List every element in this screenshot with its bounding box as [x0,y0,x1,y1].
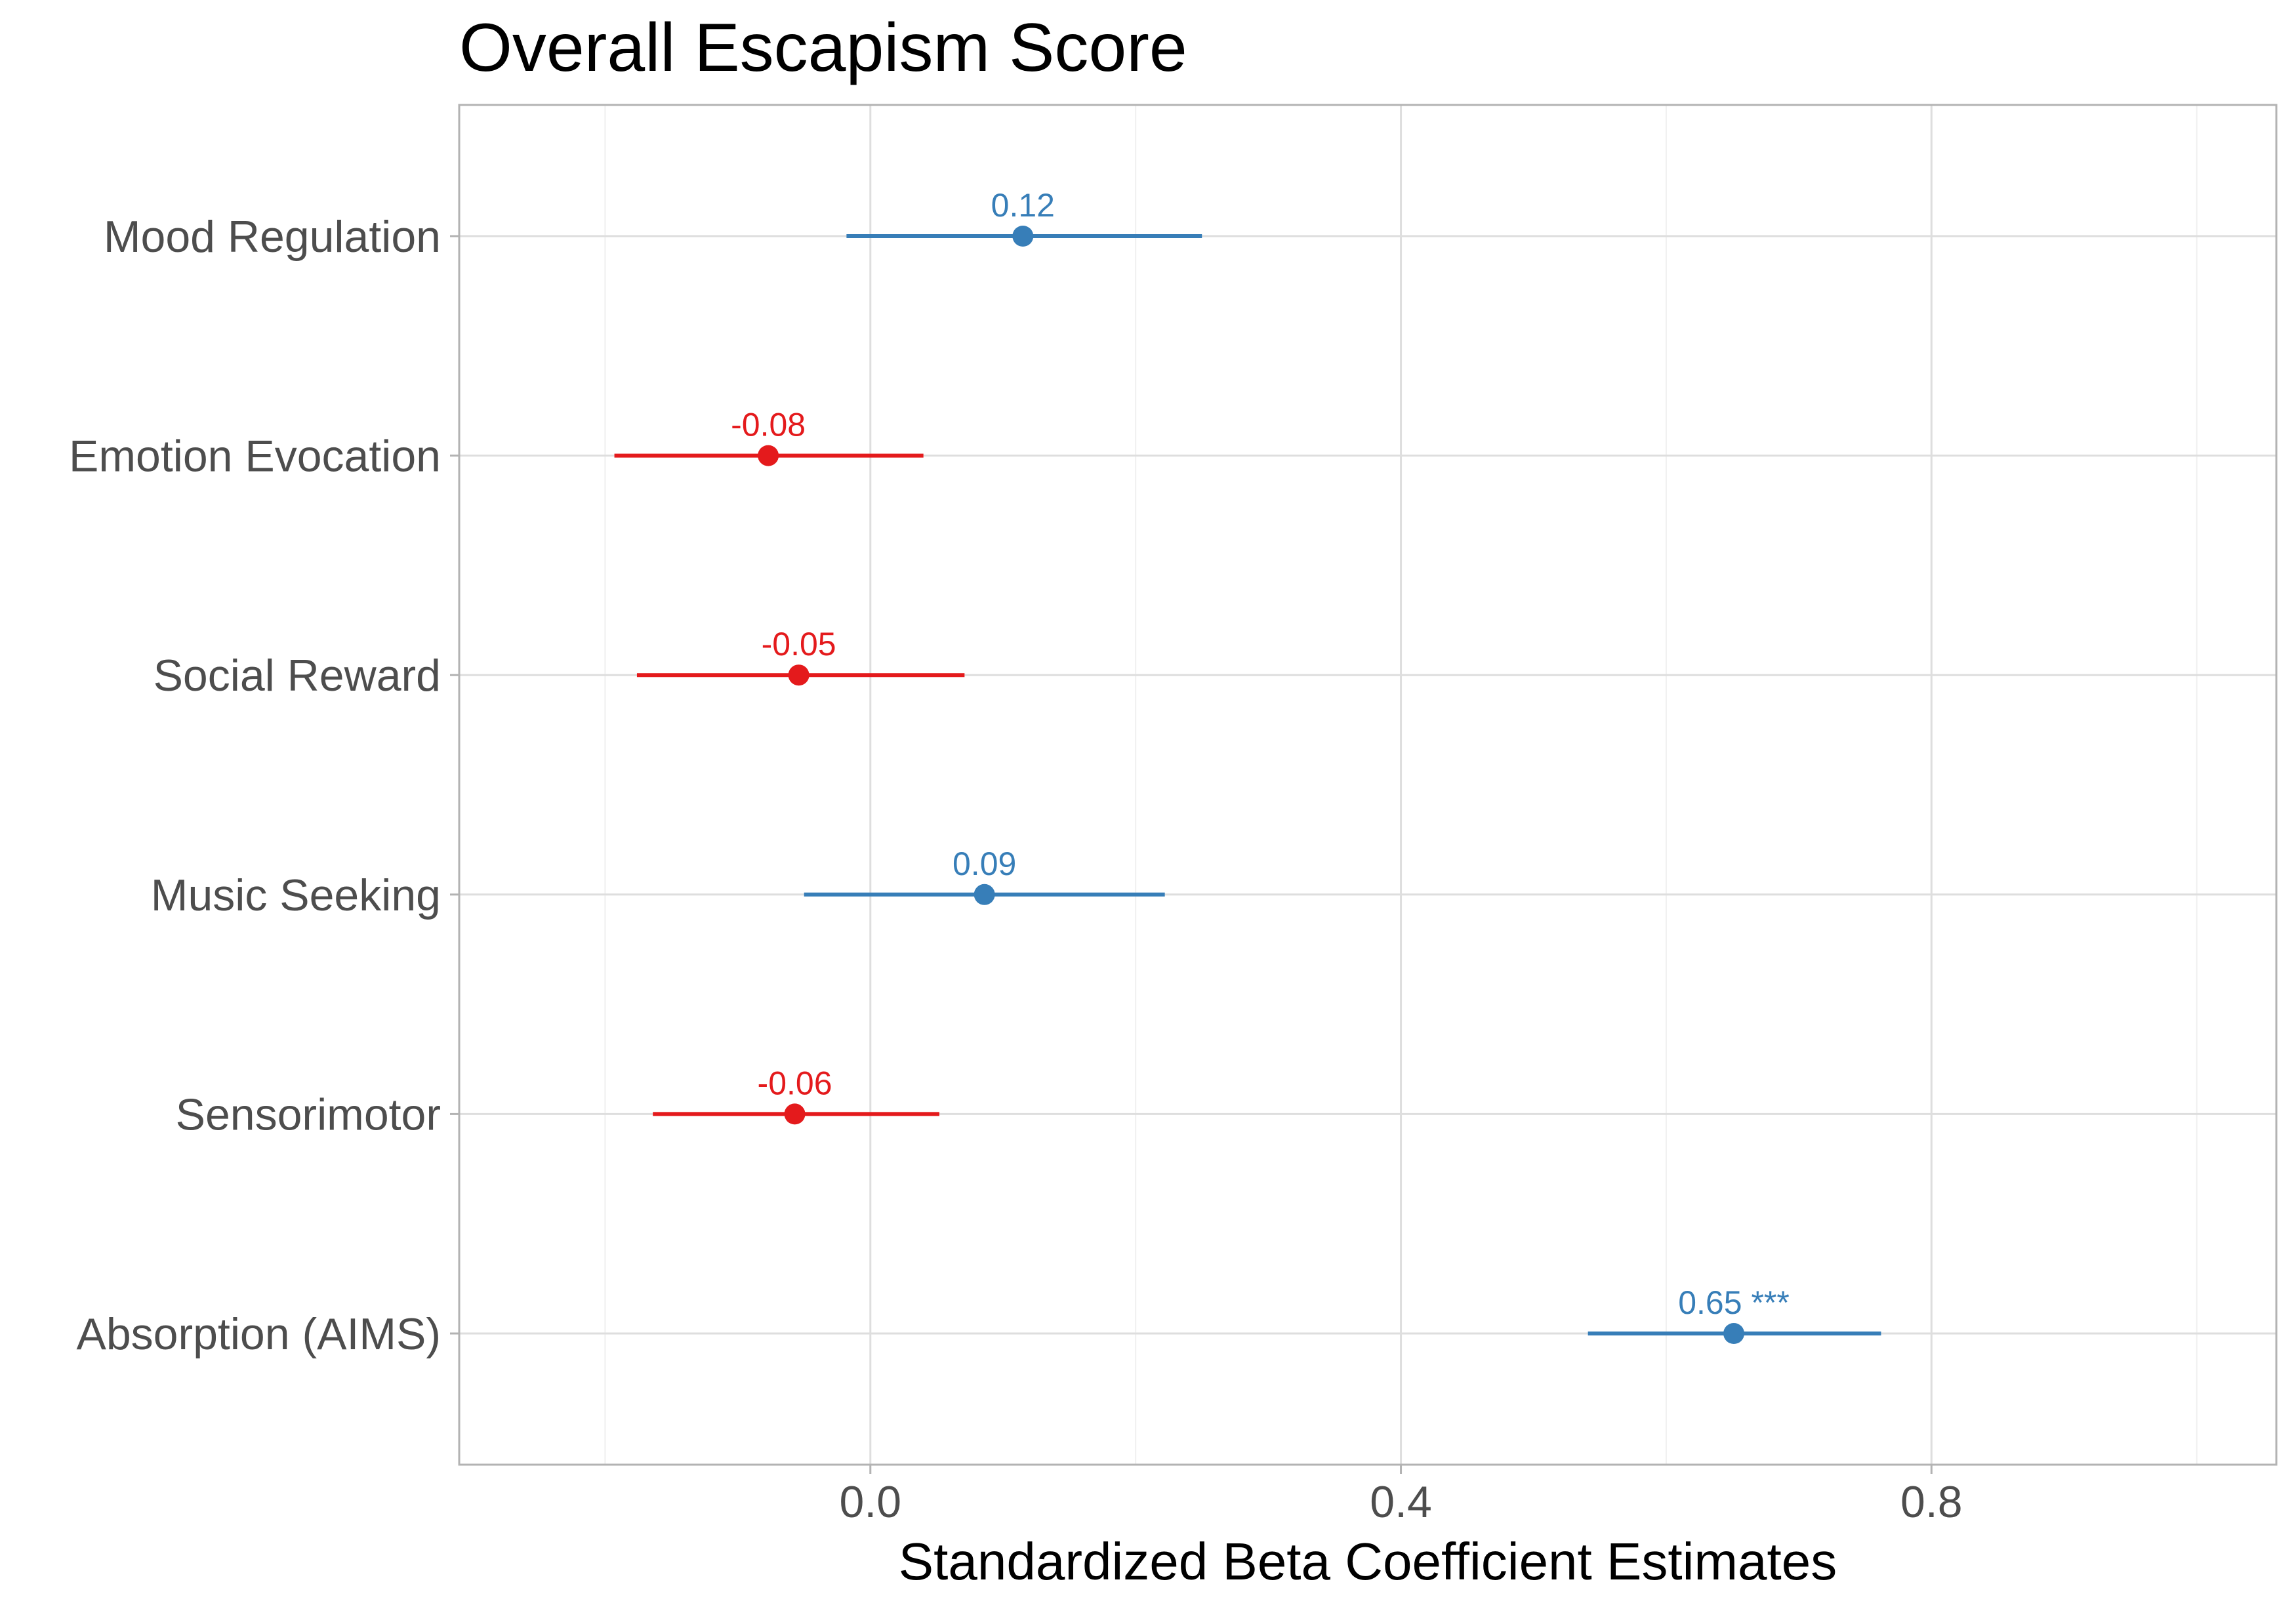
x-tick-label: 0.0 [840,1477,902,1527]
y-tick-label: Sensorimotor [176,1089,441,1139]
estimate-label: 0.65 *** [1678,1284,1790,1321]
y-tick-label: Mood Regulation [104,212,441,262]
estimates: 0.12 -0.08 -0.05 0.09 -0.06 0.65 *** [614,187,1881,1344]
estimate-label: 0.12 [991,187,1055,224]
y-tick-label: Music Seeking [151,870,441,920]
y-axis: Mood Regulation Emotion Evocation Social R… [69,212,459,1359]
x-tick-label: 0.8 [1900,1477,1963,1527]
estimate-label: -0.05 [762,626,836,662]
estimate-label: 0.09 [953,845,1016,882]
estimate-point [1723,1323,1745,1344]
x-axis: 0.0 0.4 0.8 [840,1465,1963,1527]
chart-title: Overall Escapism Score [459,10,1187,86]
y-tick-label: Social Reward [154,651,441,701]
estimate-point [758,445,779,466]
estimate-point [974,884,995,905]
estimate-label: -0.06 [758,1065,832,1101]
x-tick-label: 0.4 [1370,1477,1432,1527]
x-axis-title: Standardized Beta Coefficient Estimates [899,1532,1837,1591]
estimate-label: -0.08 [731,407,806,443]
estimate-point [784,1103,806,1125]
estimate-point [788,664,810,686]
panel-border [458,104,2278,1466]
y-tick-label: Absorption (AIMS) [76,1309,441,1359]
estimate-point [1012,226,1034,247]
grid [459,105,2276,1465]
y-tick-label: Emotion Evocation [69,432,441,481]
